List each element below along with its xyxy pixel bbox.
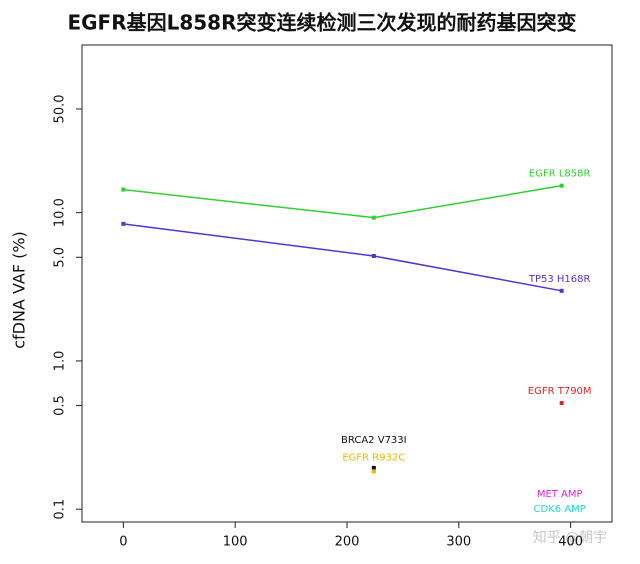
series-line	[123, 184, 562, 219]
data-point	[371, 215, 376, 220]
y-tick-label: 10.0	[53, 198, 68, 227]
data-point	[371, 469, 376, 474]
y-tick-label: 5.0	[53, 247, 68, 268]
series-label: EGFR T790M	[528, 386, 592, 397]
x-tick-label: 200	[335, 535, 360, 550]
series-label: BRCA2 V733I	[341, 435, 407, 446]
watermark: 知乎 @朝宇	[533, 529, 607, 546]
x-tick-label: 100	[223, 535, 248, 550]
series-label: TP53 H168R	[528, 274, 591, 285]
y-tick-label: 50.0	[53, 94, 68, 123]
y-tick-label: 0.5	[53, 395, 68, 416]
data-point	[559, 288, 564, 293]
series-label: EGFR L858R	[529, 169, 591, 180]
chart-title: EGFR基因L858R突变连续检测三次发现的耐药基因突变	[67, 11, 576, 35]
series-label: EGFR R932C	[342, 452, 405, 463]
data-point	[371, 465, 376, 470]
x-tick-label: 0	[119, 535, 127, 550]
y-axis-label: cfDNA VAF (%)	[10, 231, 29, 349]
series-label: CDK6 AMP	[534, 504, 586, 515]
y-tick-label: 1.0	[53, 351, 68, 372]
data-point	[371, 253, 376, 258]
series-line	[123, 223, 562, 292]
series-label: MET AMP	[537, 489, 583, 500]
x-tick-label: 400	[558, 535, 583, 550]
x-tick-label: 300	[446, 535, 471, 550]
data-point	[559, 401, 564, 406]
data-point	[121, 187, 126, 192]
data-point	[559, 183, 564, 188]
data-point	[121, 221, 126, 226]
y-tick-label: 0.1	[53, 499, 68, 520]
